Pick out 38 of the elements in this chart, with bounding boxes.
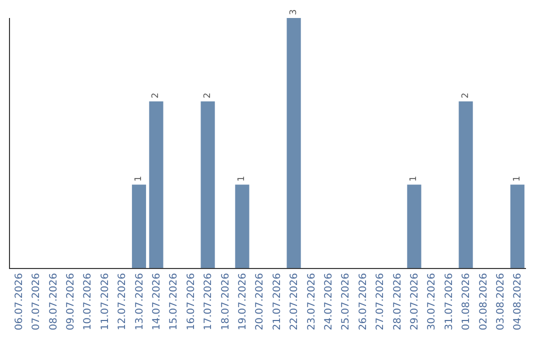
x-tick-label: 09.07.2026: [65, 273, 76, 330]
x-tick-label: 23.07.2026: [306, 273, 318, 330]
x-tick-label: 30.07.2026: [426, 273, 438, 330]
data-label: 2: [202, 92, 213, 98]
x-tick-label: 24.07.2026: [323, 273, 334, 330]
data-label: 2: [460, 92, 471, 98]
x-tick-label: 28.07.2026: [392, 273, 404, 330]
x-tick-label: 03.08.2026: [495, 273, 506, 330]
x-tick-label: 27.07.2026: [375, 273, 386, 330]
x-tick-label: 29.07.2026: [409, 273, 420, 330]
data-label: 2: [151, 92, 162, 98]
x-tick-label: 06.07.2026: [14, 273, 25, 330]
x-tick-label: 21.07.2026: [272, 273, 283, 330]
x-tick-label: 01.08.2026: [461, 273, 472, 330]
x-tick-label: 08.07.2026: [48, 273, 60, 330]
x-tick-label: 04.08.2026: [512, 273, 524, 330]
data-label: 1: [409, 176, 420, 182]
x-tick-label: 31.07.2026: [444, 273, 455, 330]
x-tick-label: 22.07.2026: [289, 273, 300, 330]
x-tick-label: 13.07.2026: [134, 273, 146, 330]
data-label: 1: [134, 176, 144, 182]
x-tick-label: 15.07.2026: [168, 273, 180, 330]
x-tick-label: 20.07.2026: [254, 273, 266, 330]
x-tick-label: 25.07.2026: [340, 273, 352, 330]
x-tick-label: 19.07.2026: [237, 273, 248, 330]
x-tick-label: 26.07.2026: [358, 273, 369, 330]
x-tick-label: 12.07.2026: [117, 273, 128, 330]
x-tick-label: 18.07.2026: [220, 273, 232, 330]
x-tick-label: 02.08.2026: [478, 273, 490, 330]
x-tick-label: 16.07.2026: [186, 273, 197, 330]
data-label: 3: [288, 9, 299, 15]
x-tick-label: 07.07.2026: [31, 273, 42, 330]
x-tick-label: 11.07.2026: [100, 273, 111, 330]
data-label: 1: [512, 176, 522, 182]
x-tick-label: 14.07.2026: [151, 273, 162, 330]
x-tick-label: 17.07.2026: [203, 273, 214, 330]
x-tick-label: 10.07.2026: [82, 273, 94, 330]
data-label: 1: [237, 176, 248, 182]
